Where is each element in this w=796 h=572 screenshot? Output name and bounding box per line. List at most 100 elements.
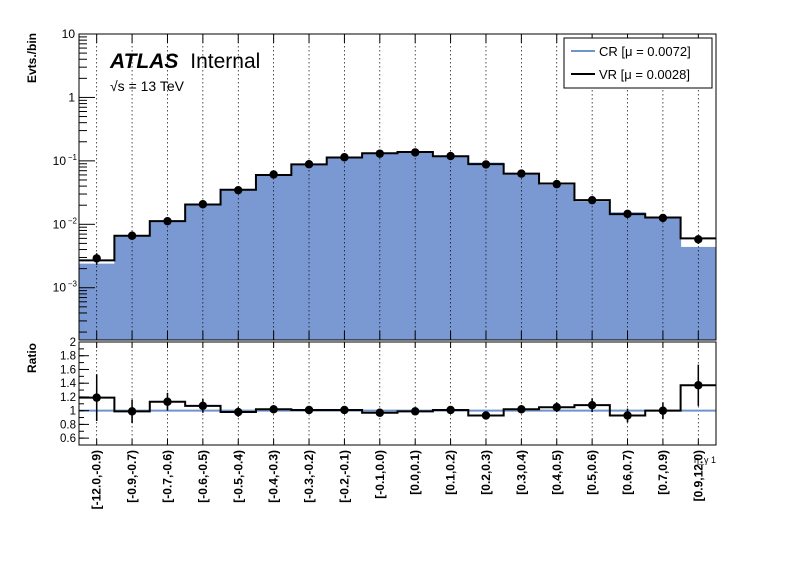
ratio-step-line [79,384,716,417]
ratio-point [340,405,349,415]
ratio-point [375,408,385,417]
ratio-data-points [92,364,703,424]
ratio-point [694,381,703,390]
lower-tick-label: 1.4 [60,378,77,390]
category-label: [0.9,12.0) [691,450,705,501]
atlas-brand: ATLAS [109,50,178,73]
cr-bar [503,174,540,340]
ratio-point [481,411,491,420]
upper-x-ticks [96,34,699,340]
ratio-point [92,393,101,402]
vr-point [587,195,597,205]
category-label: [-0.6,-0.5) [196,450,210,503]
vr-point [304,160,314,169]
ratio-point [552,403,561,412]
ratio-point [658,406,668,415]
upper-y-axis-label: Evts./bin [25,33,39,83]
ratio-point [587,400,597,410]
vr-point [269,170,278,179]
ratio-point [163,397,172,406]
lower-frame [78,341,717,446]
cr-bar [326,157,363,340]
vr-point [658,213,668,223]
vr-point [198,200,208,209]
vr-point [552,179,561,189]
cr-bar [397,151,434,340]
category-label: [-0.2,-0.1) [337,450,351,503]
category-label: [0.2,0.3) [479,450,493,495]
vr-point [340,153,349,162]
vr-step-line [79,150,716,262]
vr-point [446,151,455,161]
category-label: [-0.3,-0.2) [302,450,316,503]
cr-bar [220,189,257,340]
ratio-point [410,407,420,416]
lower-y-ticks: 0.6 0.81 1.2 1.4 1.61.8 2 [60,337,89,446]
lower-tick-label: 1.6 [60,364,76,376]
ratio-point [234,407,243,417]
ratio-point [446,405,455,415]
category-label: [0.0,0.1) [408,450,422,495]
ratio-point [198,401,208,411]
category-label: [-0.7,-0.6) [160,450,174,503]
vr-point [234,185,243,195]
category-label: [0.3,0.4) [514,450,528,495]
vr-point [481,160,491,169]
energy-label: √s = 13 TeV [110,78,185,94]
upper-tick-label: 10 [53,281,67,295]
category-label: [0.5,0.6) [585,450,599,495]
ratio-step-histogram [79,384,716,417]
lower-pad: 0.6 0.81 1.2 1.4 1.61.8 2 [-12.0,-0.9) [-0.9,-… [60,337,717,509]
category-label: [-0.4,-0.3) [267,450,281,503]
ratio-point [127,407,137,416]
category-label: [-0.5,-0.4) [231,450,245,503]
x-axis-label: η_γ 1 [694,455,716,465]
atlas-brand-suffix: Internal [190,50,260,73]
lower-y-axis-label: Ratio [25,343,39,373]
upper-frame [78,33,717,341]
vr-point [92,254,101,263]
vr-point [375,149,385,158]
lower-tick-label: 0.8 [60,419,76,431]
upper-tick-exponent: −2 [68,216,78,225]
legend-cr-label: CR [μ = 0.0072] [599,44,691,59]
atlas-label: ATLAS Internal [109,50,260,73]
upper-tick-label: 10 [53,154,67,168]
upper-tick-label: 10 [53,217,67,231]
vr-point [410,148,420,157]
cr-filled-histogram [79,151,717,340]
lower-gridlines [96,342,699,445]
upper-tick-exponent: −1 [68,153,78,162]
ratio-point [304,405,314,415]
cr-bar [149,221,186,340]
lower-x-ticks [96,342,699,445]
ratio-point [623,411,632,420]
vr-point [694,235,703,244]
cr-bar [432,156,469,340]
vr-data-points [92,148,703,265]
legend-vr-label: VR [μ = 0.0028] [599,67,690,82]
lower-tick-label: 1 [70,406,76,418]
upper-tick-label: 1 [68,90,75,104]
vr-point [517,169,526,178]
lower-tick-label: 1.2 [60,392,76,404]
category-label: [-12.0,-0.9) [90,450,104,509]
lower-tick-label: 0.6 [60,433,76,445]
category-label: [0.6,0.7) [621,450,635,495]
vr-point [127,231,137,240]
vr-step-histogram [79,150,716,262]
category-label: [-0.1,0.0) [373,450,387,499]
cr-bar [185,204,222,340]
category-label: [-0.9,-0.7) [125,450,139,503]
upper-tick-label: 10 [62,27,76,41]
legend: CR [μ = 0.0072] VR [μ = 0.0028] [563,37,713,89]
ratio-point [517,405,526,414]
vr-point [163,216,172,226]
lower-tick-label: 1.8 [60,351,76,363]
vr-point [623,209,632,219]
ratio-point [269,405,278,414]
category-label: [0.4,0.5) [550,450,564,495]
